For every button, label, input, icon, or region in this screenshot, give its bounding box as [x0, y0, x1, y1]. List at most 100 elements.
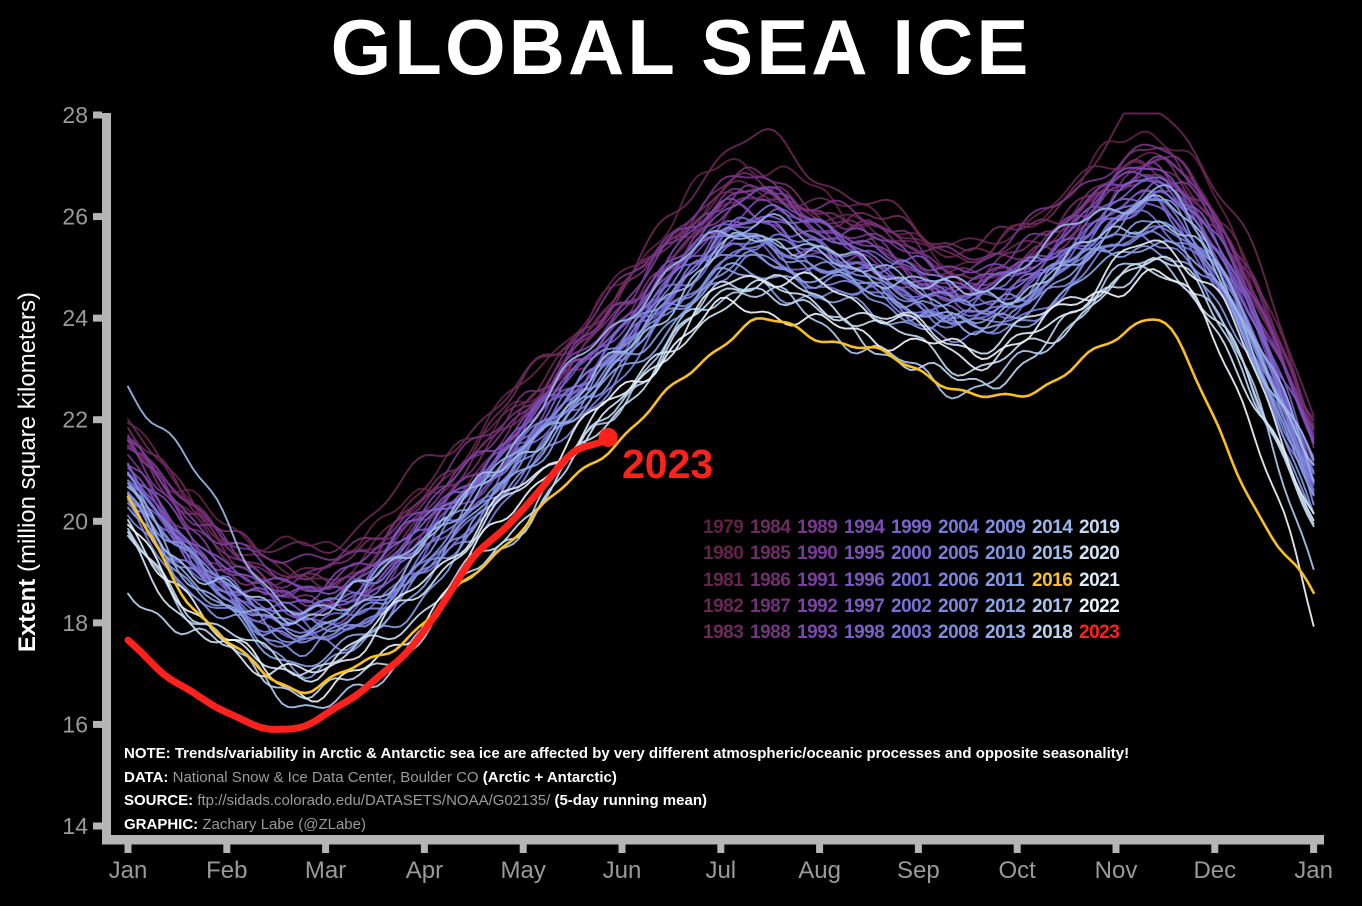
legend-year-2001: 2001 — [891, 569, 932, 591]
y-tick-26 — [93, 213, 102, 221]
x-tick-11 — [1211, 844, 1219, 853]
legend-year-1993: 1993 — [797, 622, 838, 644]
legend-year-1996: 1996 — [844, 569, 885, 591]
legend-year-1983: 1983 — [703, 622, 744, 644]
legend-year-1985: 1985 — [750, 543, 791, 565]
x-tick-2 — [322, 844, 330, 853]
series-line-2019 — [127, 263, 1315, 677]
legend-year-2014: 2014 — [1032, 517, 1073, 538]
series-line-2023 — [124, 435, 612, 733]
legend-year-1980: 1980 — [703, 543, 744, 565]
legend-year-2019: 2019 — [1079, 517, 1120, 538]
annotation-2023: 2023 — [622, 441, 714, 487]
x-axis-line — [102, 835, 1324, 845]
data-line: DATA: National Snow & Ice Data Center, B… — [124, 766, 1129, 790]
legend-year-2006: 2006 — [938, 569, 979, 591]
y-tick-label-28: 28 — [62, 102, 88, 128]
series-line-2012 — [127, 240, 1315, 668]
legend-year-2021: 2021 — [1079, 569, 1120, 591]
series-line-1988 — [127, 143, 1315, 564]
legend-year-2011: 2011 — [985, 569, 1025, 591]
legend-year-1990: 1990 — [797, 543, 838, 565]
legend-year-1986: 1986 — [750, 569, 791, 591]
note-line: NOTE: Trends/variability in Arctic & Ant… — [124, 742, 1129, 766]
x-tick-label-10-nov: Nov — [1095, 857, 1138, 884]
x-tick-label-0-jan: Jan — [109, 857, 148, 884]
legend-year-2012: 2012 — [985, 595, 1026, 617]
x-tick-label-5-jun: Jun — [603, 857, 642, 884]
x-tick-3 — [420, 844, 428, 853]
series-line-1993 — [127, 170, 1315, 595]
legend-year-1988: 1988 — [750, 622, 791, 644]
graphic-line-segment: GRAPHIC: — [124, 815, 203, 833]
source-line-segment: ftp://sidads.colorado.edu/DATASETS/NOAA/… — [197, 792, 555, 809]
legend-year-1982: 1982 — [703, 595, 744, 617]
y-axis-label: Extent (million square kilometers) — [14, 232, 42, 712]
legend-year-2004: 2004 — [938, 517, 979, 538]
legend-year-1987: 1987 — [750, 595, 791, 617]
legend-year-2013: 2013 — [985, 622, 1026, 644]
legend-year-2009: 2009 — [985, 517, 1026, 538]
x-tick-label-1-feb: Feb — [206, 857, 247, 884]
x-tick-label-12-jan: Jan — [1294, 857, 1333, 884]
series-line-2003 — [127, 194, 1315, 625]
y-tick-22 — [93, 416, 102, 424]
x-tick-label-3-apr: Apr — [406, 857, 443, 884]
legend-year-2010: 2010 — [985, 543, 1026, 565]
legend-year-2002: 2002 — [891, 595, 932, 617]
legend-year-2003: 2003 — [891, 622, 932, 644]
y-tick-24 — [93, 314, 102, 322]
y-tick-18 — [93, 619, 102, 627]
x-tick-label-4-may: May — [501, 857, 546, 884]
series-line-1979 — [127, 130, 1315, 553]
source-line: SOURCE: ftp://sidads.colorado.edu/DATASE… — [124, 789, 1129, 813]
x-tick-9 — [1013, 844, 1021, 853]
y-tick-label-16: 16 — [62, 711, 88, 737]
series-line-2018 — [127, 256, 1315, 700]
x-tick-0 — [124, 844, 132, 853]
x-tick-6 — [717, 844, 725, 853]
x-tick-5 — [618, 844, 626, 853]
legend-year-1989: 1989 — [797, 517, 838, 538]
series-line-2008 — [127, 224, 1315, 644]
series-line-1982 — [127, 112, 1315, 554]
graphic-line: GRAPHIC: Zachary Labe (@ZLabe) — [124, 813, 1129, 837]
note-line-segment: NOTE: Trends/variability in Arctic & Ant… — [124, 745, 1130, 762]
series-line-2022 — [127, 268, 1315, 703]
y-tick-label-22: 22 — [62, 407, 88, 433]
series-line-1994 — [127, 166, 1315, 598]
x-tick-12 — [1310, 844, 1318, 853]
legend-year-2005: 2005 — [938, 543, 979, 565]
source-line-segment: SOURCE: — [124, 792, 198, 809]
graphic-line-segment: Zachary Labe (@ZLabe) — [202, 815, 366, 833]
x-tick-label-6-jul: Jul — [705, 857, 736, 884]
legend-year-1979: 1979 — [703, 517, 744, 538]
x-tick-10 — [1112, 844, 1120, 853]
series-line-2016 — [126, 317, 1315, 695]
y-tick-16 — [93, 720, 102, 728]
legend-year-1998: 1998 — [844, 622, 885, 644]
legend-year-2018: 2018 — [1032, 622, 1073, 644]
legend-year-1994: 1994 — [844, 517, 885, 538]
y-axis-label-rest: (million square kilometers) — [14, 291, 41, 579]
legend-year-2007: 2007 — [938, 595, 979, 617]
x-tick-4 — [519, 844, 527, 853]
y-tick-14 — [93, 822, 102, 830]
legend-year-2008: 2008 — [938, 622, 979, 644]
y-tick-label-26: 26 — [62, 204, 88, 230]
data-line-segment: DATA: — [124, 768, 173, 786]
y-tick-label-14: 14 — [62, 813, 88, 839]
series-line-2015 — [127, 220, 1315, 625]
series-line-2021 — [127, 239, 1315, 678]
series-line-2017 — [127, 257, 1315, 709]
legend-year-1991: 1991 — [797, 569, 838, 591]
legend-year-1992: 1992 — [797, 595, 838, 617]
legend-year-2020: 2020 — [1079, 543, 1120, 565]
data-line-segment: (Arctic + Antarctic) — [482, 768, 617, 786]
y-axis-label-bold: Extent — [14, 578, 41, 653]
legend-year-2023: 2023 — [1079, 622, 1120, 644]
x-tick-label-11-dec: Dec — [1193, 857, 1236, 884]
footnotes: NOTE: Trends/variability in Arctic & Ant… — [124, 742, 1129, 836]
source-line-segment: (5-day running mean) — [554, 792, 707, 809]
